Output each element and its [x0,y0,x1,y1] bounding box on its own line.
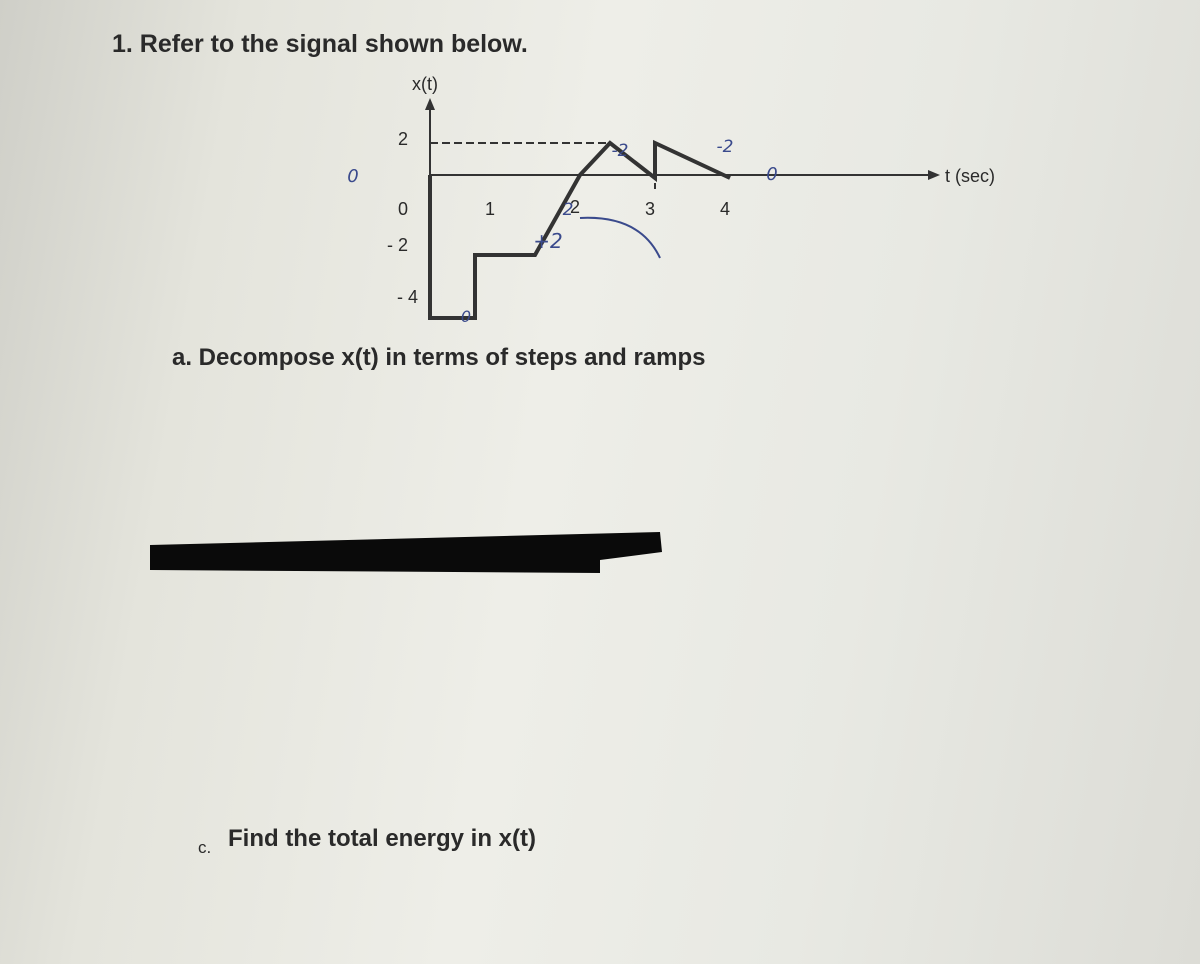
x-arrow [928,170,940,180]
hand-note: 0 [461,307,471,326]
part-c-letter: c. [198,838,211,857]
hand-note: -2 [612,141,629,161]
hand-note: -2 [717,137,734,157]
question-title: 1. Refer to the signal shown below. [112,30,528,58]
redaction [150,532,662,573]
hand-arc [579,216,661,259]
signal [428,139,731,320]
y-tick-label: 0 [398,199,408,219]
x-axis-label: t (sec) [945,166,995,186]
hand-note: 2 [563,200,574,220]
x-tick-label: 1 [485,199,495,219]
x-tick-label: 3 [645,199,655,219]
hand-note: +2 [533,229,562,253]
y-tick-label: 2 [398,129,408,149]
y-axis-label: x(t) [412,74,438,94]
y-arrow [425,98,435,110]
y-tick-label: - 4 [397,287,418,307]
part-a: a. Decompose x(t) in terms of steps and … [172,344,705,371]
hand-note: 0 [766,164,777,185]
x-tick-label: 2 [570,197,580,217]
y-tick-label: - 2 [387,235,408,255]
hand-note: 0 [347,166,358,187]
part-c: Find the total energy in x(t) [228,825,536,852]
x-tick-label: 4 [720,199,730,219]
